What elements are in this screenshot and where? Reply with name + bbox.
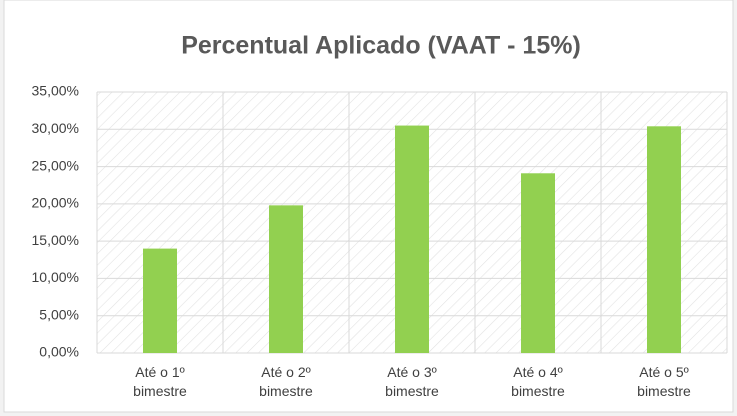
y-tick-label: 0,00% [39, 344, 79, 360]
y-tick-label: 30,00% [32, 120, 79, 136]
bar [269, 205, 303, 353]
bar [521, 173, 555, 353]
y-tick-label: 25,00% [32, 157, 79, 173]
x-tick-label: Até o 5º bimestre [637, 364, 691, 399]
bar [647, 126, 681, 353]
y-tick-label: 5,00% [39, 306, 79, 322]
x-tick-label: Até o 3º bimestre [385, 364, 439, 399]
y-tick-label: 10,00% [32, 269, 79, 285]
bar [143, 248, 177, 353]
x-tick-label-box: Até o 1º bimestre [133, 364, 187, 399]
x-tick-label-box: Até o 5º bimestre [637, 364, 691, 399]
x-tick-label: Até o 4º bimestre [511, 364, 565, 399]
x-tick-label-box: Até o 4º bimestre [511, 364, 565, 399]
chart-title: Percentual Aplicado (VAAT - 15%) [181, 32, 581, 60]
bar [395, 125, 429, 353]
y-tick-label: 20,00% [32, 195, 79, 211]
x-tick-label-box: Até o 2º bimestre [259, 364, 313, 399]
y-tick-label: 15,00% [32, 232, 79, 248]
x-tick-label: Até o 2º bimestre [259, 364, 313, 399]
x-tick-label: Até o 1º bimestre [133, 364, 187, 399]
x-tick-label-box: Até o 3º bimestre [385, 364, 439, 399]
y-tick-label: 35,00% [32, 83, 79, 99]
